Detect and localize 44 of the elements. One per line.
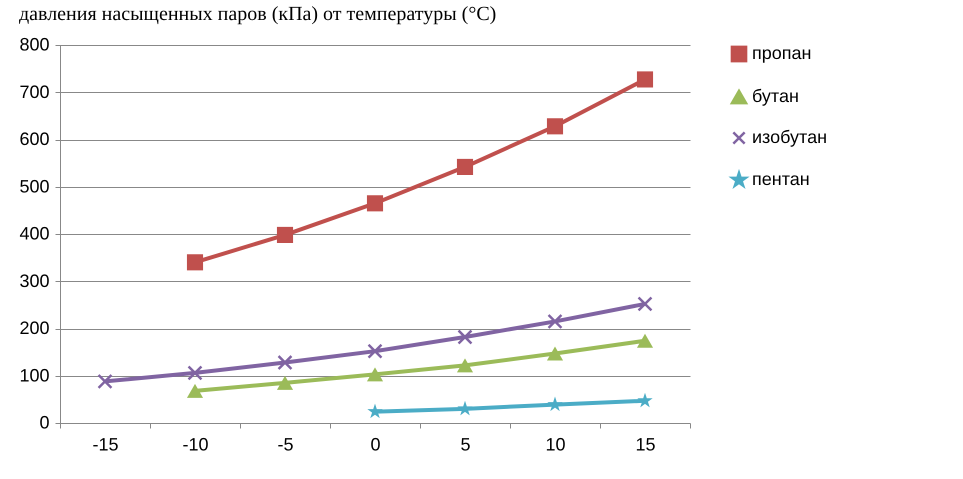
y-tick-label: 100 xyxy=(19,365,50,386)
legend-label: изобутан xyxy=(752,127,828,147)
point xyxy=(367,343,383,359)
point xyxy=(186,254,204,270)
point xyxy=(457,400,473,416)
point xyxy=(547,396,563,412)
x-tick-label: 15 xyxy=(635,434,656,454)
y-tick-label: 200 xyxy=(19,318,50,338)
point xyxy=(276,376,294,390)
x-tick-label: -15 xyxy=(92,434,119,454)
legend-label: пентан xyxy=(752,169,810,189)
y-tick-label: 500 xyxy=(19,176,50,196)
legend-label: пропан xyxy=(752,43,812,63)
point xyxy=(547,314,563,330)
point xyxy=(457,329,473,345)
point xyxy=(456,358,474,372)
point xyxy=(187,365,203,381)
x-tick-label: 5 xyxy=(460,434,471,454)
point xyxy=(636,334,654,348)
y-tick-label: 800 xyxy=(19,34,50,54)
x-tick-label: -10 xyxy=(182,434,209,454)
x-tick-label: 0 xyxy=(370,434,381,454)
point xyxy=(276,226,294,244)
point xyxy=(546,346,564,361)
y-tick-label: 0 xyxy=(39,412,50,432)
point xyxy=(456,158,474,175)
point xyxy=(367,404,383,418)
point xyxy=(97,374,113,390)
y-tick-label: 300 xyxy=(19,270,50,291)
point xyxy=(546,118,564,134)
x-tick-label: 10 xyxy=(545,434,566,454)
legend-label: бутан xyxy=(752,86,799,106)
point xyxy=(366,195,384,212)
y-tick-label: 400 xyxy=(19,224,50,244)
y-tick-label: 700 xyxy=(19,82,50,102)
point xyxy=(637,392,653,408)
chart-title: давления насыщенных паров (кПа) от температуры (°С) xyxy=(18,3,496,25)
point xyxy=(277,354,293,370)
x-tick-label: -5 xyxy=(277,434,294,454)
y-tick-label: 600 xyxy=(19,129,50,149)
point xyxy=(186,384,204,398)
point xyxy=(637,296,653,312)
point xyxy=(636,71,654,88)
point xyxy=(366,367,384,382)
